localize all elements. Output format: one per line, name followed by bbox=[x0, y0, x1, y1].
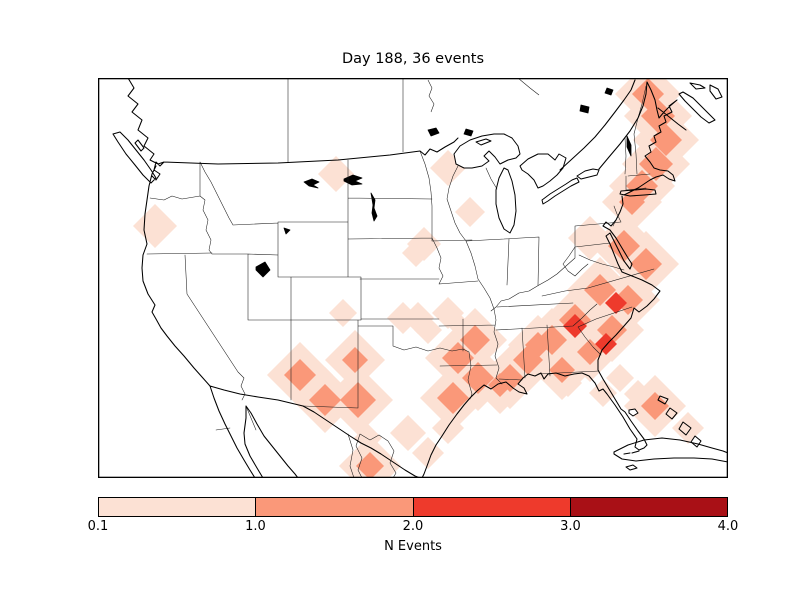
coastline-path bbox=[112, 78, 723, 478]
heat-cell bbox=[133, 204, 177, 248]
colorbar-segment bbox=[413, 498, 571, 516]
heat-cell bbox=[549, 357, 575, 383]
mexico-borders-path bbox=[245, 405, 397, 478]
colorbar-segment bbox=[256, 498, 414, 516]
heat-cell bbox=[460, 325, 490, 355]
figure-title: Day 188, 36 events bbox=[341, 51, 485, 67]
heat-cell bbox=[390, 415, 426, 451]
cuba-path bbox=[613, 437, 728, 471]
heat-cell bbox=[284, 359, 316, 391]
heat-cell bbox=[318, 156, 354, 192]
bahamas-path bbox=[657, 395, 702, 448]
colorbar-segment bbox=[570, 498, 727, 516]
heat-cell bbox=[563, 314, 587, 338]
colorbar-tick-label: 2.0 bbox=[402, 519, 424, 534]
us-map-svg bbox=[98, 78, 728, 478]
heat-cell bbox=[595, 333, 617, 355]
heat-cell bbox=[513, 345, 543, 375]
heat-cell bbox=[356, 452, 384, 478]
heat-cell bbox=[329, 299, 357, 327]
colorbar-segment bbox=[99, 498, 257, 516]
heat-cell bbox=[437, 382, 469, 414]
rivers-lakes-path bbox=[255, 87, 632, 278]
heat-cell bbox=[455, 197, 485, 227]
heat-cell bbox=[387, 302, 419, 334]
colorbar-tick-label: 3.0 bbox=[560, 519, 581, 534]
colorbar-ticks: 0.1 1.0 2.0 3.0 4.0 bbox=[88, 519, 739, 535]
heat-cell bbox=[342, 347, 368, 373]
great-lakes-path bbox=[453, 133, 639, 417]
heat-cell bbox=[488, 373, 512, 397]
colorbar-tick-label: 1.0 bbox=[245, 519, 266, 534]
heat-cell bbox=[606, 364, 634, 392]
heat-cell bbox=[624, 380, 652, 408]
heat-cell bbox=[354, 424, 382, 452]
heat-cell bbox=[639, 147, 673, 181]
heat-cell bbox=[605, 292, 627, 314]
heat-cell bbox=[641, 392, 669, 420]
heat-cell bbox=[672, 412, 704, 444]
heat-cell bbox=[568, 216, 612, 260]
state-borders-path bbox=[146, 85, 655, 431]
heat-cell bbox=[402, 239, 430, 267]
heat-cell bbox=[444, 310, 468, 334]
colorbar-axis-label: N Events bbox=[384, 539, 442, 554]
map-frame bbox=[98, 78, 728, 478]
heat-layer bbox=[133, 78, 704, 478]
basemap-layer bbox=[112, 78, 728, 478]
heat-cell bbox=[414, 316, 442, 344]
heat-cell bbox=[309, 384, 341, 416]
heat-cell bbox=[630, 248, 662, 280]
colorbar-tick-label: 4.0 bbox=[717, 519, 739, 534]
us-events-map bbox=[98, 78, 728, 478]
canada-borders-path bbox=[287, 78, 540, 162]
heat-cell bbox=[650, 124, 682, 156]
colorbar-tick-label: 0.1 bbox=[87, 519, 109, 534]
heat-cell bbox=[432, 412, 464, 444]
colorbar bbox=[98, 497, 728, 517]
